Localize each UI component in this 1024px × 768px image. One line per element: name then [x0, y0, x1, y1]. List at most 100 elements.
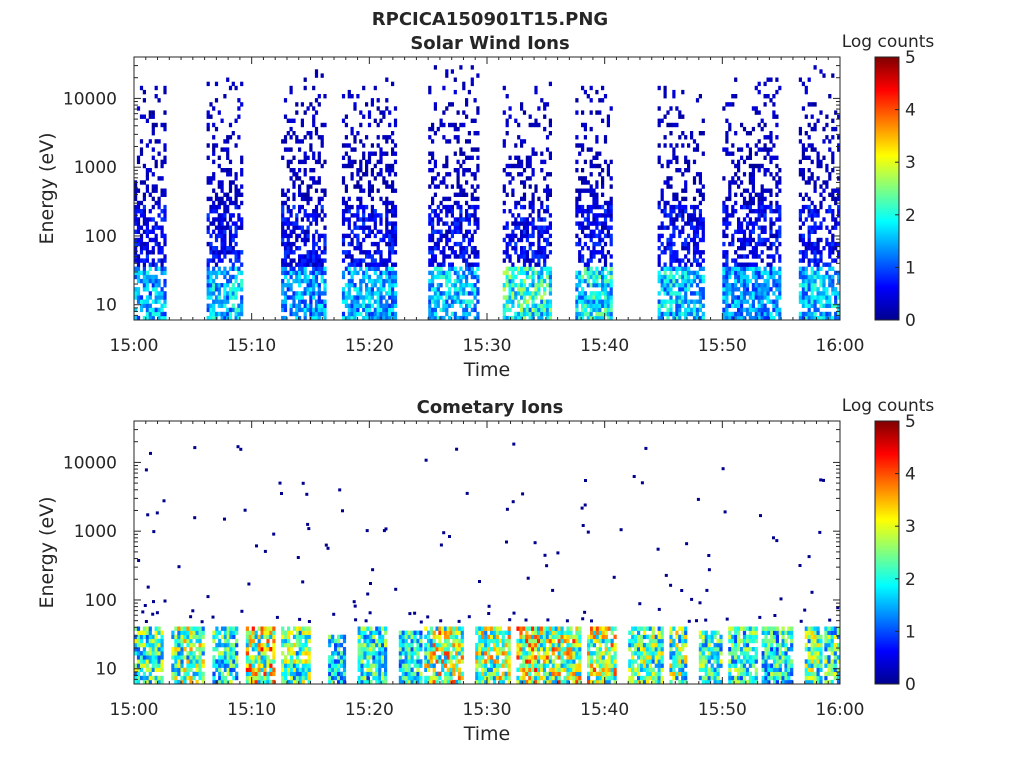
spectrogram-cell	[813, 307, 817, 313]
spectrogram-cell	[757, 303, 761, 308]
spectrogram-cell	[362, 278, 366, 284]
spectrogram-cell	[819, 266, 823, 271]
spectrogram-cell	[476, 155, 480, 160]
spectrogram-cell	[362, 250, 366, 255]
spectrogram-cell	[375, 679, 379, 685]
spectrogram-cell	[201, 663, 205, 668]
spectrogram-cell	[295, 642, 299, 648]
spectrogram-cell	[223, 663, 227, 668]
spectrogram-cell	[722, 217, 726, 222]
spectrogram-cell	[206, 303, 210, 308]
spectrogram-cell	[160, 647, 164, 652]
spectrogram-cell	[595, 110, 599, 115]
spectrogram-cell	[470, 233, 474, 239]
spectrogram-cell	[367, 254, 372, 259]
spectrogram-cell	[237, 204, 241, 210]
spectrogram-cell	[385, 139, 389, 144]
spectrogram-cell	[281, 651, 285, 656]
spectrogram-cell	[609, 307, 613, 313]
spectrogram-cell	[511, 303, 515, 308]
spectrogram-cell	[537, 229, 541, 234]
spectrogram-cell	[807, 122, 811, 128]
spectrogram-cell	[382, 237, 386, 243]
spectrogram-cell	[766, 311, 770, 317]
spectrogram-cell	[459, 151, 463, 156]
spectrogram-cell	[687, 258, 691, 263]
spectrogram-cell	[376, 303, 380, 308]
spectrogram-cell	[206, 274, 210, 280]
spectrogram-cell	[807, 287, 811, 292]
spectrogram-cell	[309, 299, 313, 304]
spectrogram-cell	[337, 634, 341, 640]
spectrogram-cell	[263, 659, 267, 664]
spectrogram-cell	[684, 311, 688, 317]
spectrogram-cell	[801, 283, 805, 288]
spectrogram-cell	[595, 135, 599, 140]
spectrogram-cell	[450, 209, 454, 214]
spectrogram-cell	[379, 262, 383, 267]
spectrogram-cell	[186, 638, 190, 644]
spectrogram-cell	[837, 147, 841, 152]
spectrogram-cell	[548, 315, 552, 321]
spectrogram-cell	[606, 315, 610, 321]
spectrogram-cell	[459, 283, 463, 288]
spectrogram-cell	[298, 651, 302, 656]
spectrogram-cell	[366, 675, 370, 681]
spectrogram-cell	[603, 274, 608, 280]
spectrogram-cell	[692, 258, 697, 263]
spectrogram-cell	[725, 135, 729, 140]
spectrogram-cell	[376, 315, 380, 321]
spectrogram-cell	[359, 287, 363, 292]
spectrogram-cell	[581, 225, 585, 230]
spectrogram-cell	[684, 291, 688, 296]
spectrogram-cell	[212, 217, 216, 222]
spectrogram-cell	[281, 299, 285, 304]
spectrogram-cell	[298, 315, 302, 321]
spectrogram-cell	[154, 642, 158, 648]
spectrogram-cell	[508, 278, 512, 284]
spectrogram-cell	[728, 151, 732, 156]
spectrogram-cell	[382, 180, 386, 185]
spectrogram-cell	[154, 311, 158, 317]
spectrogram-cell	[385, 229, 389, 234]
spectrogram-cell	[684, 135, 688, 140]
spectrogram-cell	[300, 258, 304, 263]
spectrogram-cell	[312, 246, 316, 251]
spectrogram-cell	[356, 204, 360, 210]
spectrogram-cell	[748, 250, 752, 255]
spectrogram-cell	[450, 262, 454, 267]
spectrogram-cell	[462, 192, 466, 197]
spectrogram-cell	[775, 89, 779, 95]
spectrogram-cell	[801, 155, 805, 160]
spectrogram-cell	[240, 225, 244, 230]
spectrogram-cell	[684, 196, 688, 202]
spectrogram-cell	[520, 217, 524, 222]
spectrogram-cell	[307, 675, 311, 681]
spectrogram-cell	[344, 295, 348, 300]
spectrogram-cell	[725, 311, 729, 317]
spectrogram-cell	[669, 291, 673, 296]
spectrogram-cell	[436, 172, 440, 177]
spectrogram-cell	[531, 254, 535, 259]
spectrogram-cell	[660, 118, 664, 123]
spectrogram-cell	[816, 266, 820, 271]
spectrogram-cell	[740, 221, 744, 226]
spectrogram-cell	[136, 106, 141, 111]
spectrogram-cell	[810, 303, 814, 308]
spectrogram-cell	[163, 122, 167, 128]
spectrogram-cell	[514, 118, 518, 123]
spectrogram-cell	[598, 299, 602, 304]
spectrogram-cell	[439, 266, 443, 271]
spectrogram-cell	[344, 143, 348, 148]
spectrogram-cell	[592, 196, 596, 202]
spectrogram-cell	[448, 246, 452, 251]
spectrogram-cell	[223, 655, 227, 660]
spectrogram-cell	[312, 217, 316, 222]
spectrogram-cell	[531, 291, 535, 296]
spectrogram-cell	[473, 250, 477, 255]
spectrogram-cell	[157, 266, 161, 271]
spectrogram-cell	[828, 192, 832, 197]
spectrogram-cell	[763, 102, 767, 107]
spectrogram-cell	[595, 299, 599, 304]
spectrogram-cell	[134, 307, 138, 313]
